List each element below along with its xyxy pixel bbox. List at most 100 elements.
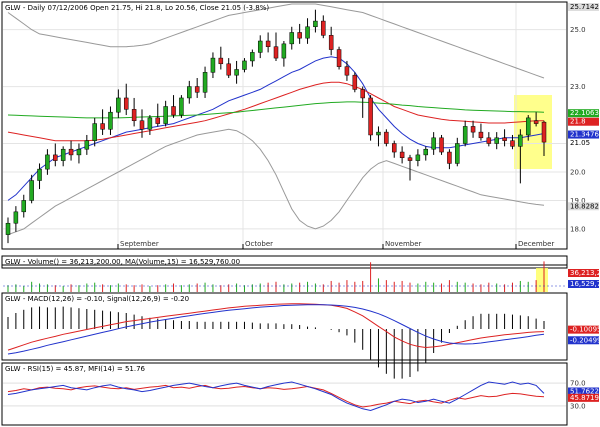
price-label-close: 21.05 (570, 139, 590, 147)
price-label-ma-red: 21.8 (570, 118, 586, 126)
price-tick-label: 20.0 (570, 168, 586, 176)
overlay-ma_green (7, 101, 545, 119)
overlay-ma_red (7, 81, 544, 142)
candle-body (525, 117, 531, 136)
candle-body (407, 157, 413, 161)
vol-ma-label-bg (568, 280, 599, 288)
x-tick-label: October (245, 240, 273, 248)
candle-body (502, 137, 507, 141)
overlay-upper_band (7, 3, 545, 79)
price-label-top-bg (568, 3, 599, 11)
candle-body (29, 180, 34, 201)
candle-body (100, 123, 105, 130)
price-label-close-bg (568, 139, 599, 148)
candle-body (68, 148, 74, 156)
price-tick-label: 18.0 (570, 225, 586, 233)
candle-body (242, 60, 247, 70)
candle-body (533, 120, 539, 124)
candle-body (423, 148, 429, 156)
candle-body (163, 106, 168, 124)
macd-line-Signal (7, 304, 545, 355)
candle-body (250, 52, 255, 62)
candle-body (84, 140, 90, 150)
candle-body (147, 117, 153, 130)
volume-highlight-box (536, 268, 548, 292)
rsi-panel-label: GLW - RSI(15) = 45.87, MFI(14) = 51.76 (5, 365, 146, 373)
candle-body (494, 137, 499, 144)
candle-body (510, 140, 515, 147)
candle-body (37, 168, 42, 181)
candle-body (541, 121, 547, 143)
candle-body (486, 137, 492, 144)
candle-body (376, 131, 381, 136)
price-tick-label: 23.0 (570, 83, 586, 91)
candle-body (273, 46, 279, 59)
price-label-ma-green: 22.1063 (570, 109, 599, 117)
candle-body (13, 211, 19, 224)
candle-body (360, 89, 365, 99)
candle-body (202, 72, 208, 93)
chart-header: GLW - Daily 07/12/2006 Open 21.75, Hi 21… (5, 4, 269, 12)
candle-body (226, 63, 231, 76)
candles (5, 9, 547, 244)
price-label-ma-red-bg (568, 117, 599, 126)
candle-body (171, 106, 176, 116)
signal-label-bg (568, 336, 599, 345)
price-label-ma-blue: 21.3476 (570, 131, 599, 139)
candle-body (352, 74, 358, 90)
candle-body (344, 66, 350, 76)
candle-body (257, 40, 263, 53)
rsi-label: 45.8719 (570, 394, 599, 402)
volume-panel-frame-body (1, 255, 568, 269)
candle-body (384, 131, 389, 144)
mfi-label: 51.7622 (570, 387, 599, 395)
candle-body (321, 20, 326, 36)
rsi-label-bg (568, 393, 599, 402)
rsi-line-MFI (7, 381, 545, 412)
candle-body (281, 43, 287, 59)
candle-body (328, 35, 334, 50)
candle-body (45, 154, 50, 170)
candle-body (431, 137, 436, 150)
highlight-box (514, 95, 552, 169)
x-tick-label: November (385, 240, 422, 248)
price-label-top: 25.7142 (570, 3, 599, 11)
candle-body (455, 143, 460, 164)
price-label-lower-band: 18.8282 (570, 202, 599, 210)
candle-body (439, 137, 444, 153)
candle-body (60, 148, 66, 161)
candle-body (210, 57, 216, 73)
candle-body (313, 20, 318, 28)
macd-label: -0.10095 (570, 326, 600, 334)
candle-body (415, 154, 421, 161)
candle-body (234, 69, 239, 76)
vol-label-bg (568, 269, 599, 277)
candle-body (336, 49, 342, 67)
candle-body (131, 109, 137, 121)
macd-panel-label: GLW - MACD(12,26) = -0.10, Signal(12,26,… (5, 295, 189, 303)
candle-body (92, 123, 97, 141)
price-label-lower-band-bg (568, 202, 599, 211)
vol-label: 36,213,200 (570, 269, 600, 277)
candle-body (187, 86, 192, 99)
rsi-tick-label: 30.0 (570, 402, 586, 410)
candle-body (155, 117, 161, 124)
candle-body (108, 111, 113, 130)
volume-panel-label: GLW - Volume() = 36,213,200.00, MA(Volum… (5, 258, 240, 266)
candle-body (265, 40, 271, 47)
candle-body (218, 57, 224, 65)
candle-body (399, 151, 405, 158)
grid (3, 3, 566, 248)
price-label-ma-green-bg (568, 109, 599, 118)
macd-lines (7, 303, 545, 379)
signal-label: -0.20499 (570, 336, 600, 344)
x-tick-label: September (120, 240, 159, 248)
price-tick-label: 25.0 (570, 26, 586, 34)
candle-body (123, 97, 129, 110)
candle-body (518, 134, 523, 147)
overlay-ma_blue (7, 56, 545, 201)
candle-body (478, 131, 484, 139)
candle-body (368, 97, 373, 136)
price-overlays (7, 3, 545, 236)
